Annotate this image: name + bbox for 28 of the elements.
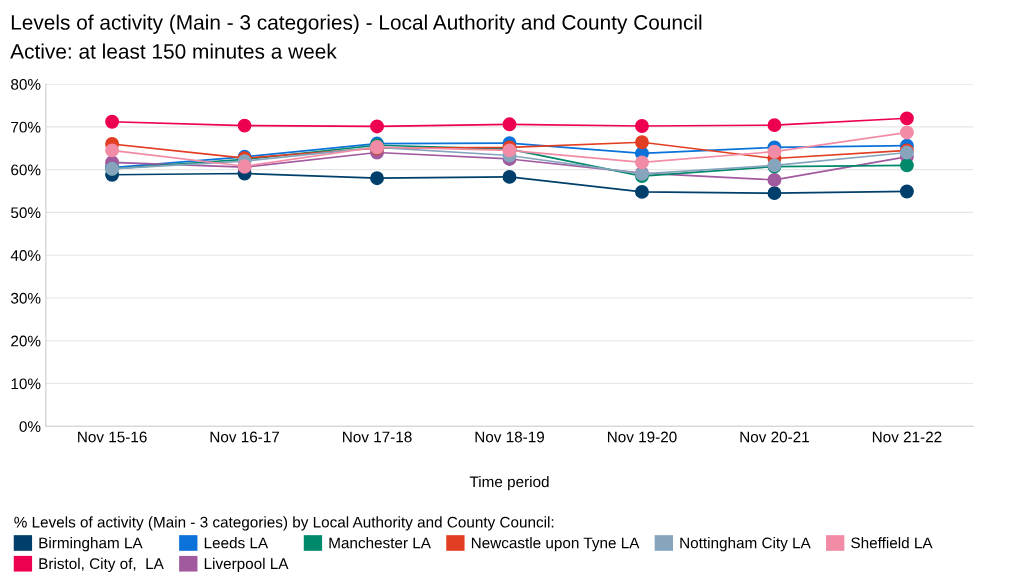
chart-subtitle: Active: at least 150 minutes a week	[10, 43, 337, 59]
y-tick-label: 50%	[11, 207, 41, 219]
y-tick-label: 20%	[11, 335, 41, 347]
legend-label: Nottingham City LA	[680, 537, 811, 552]
legend-label: Liverpool LA	[204, 557, 289, 573]
x-tick-label: Nov 20-21	[740, 431, 809, 443]
legend-label: Sheffield LA	[851, 537, 933, 549]
legend-label: Bristol, City of, LA	[39, 557, 164, 573]
y-tick-label: 70%	[11, 121, 41, 133]
x-axis-title: Time period	[469, 475, 549, 491]
legend-title: % Levels of activity (Main - 3 categories) by Local Authority and County Council:	[14, 516, 554, 531]
y-tick-label: 60%	[11, 164, 41, 176]
y-tick-label: 0%	[19, 421, 41, 432]
y-tick-label: 10%	[11, 378, 41, 390]
y-tick-label: 30%	[11, 292, 41, 304]
x-tick-label: Nov 19-20	[607, 431, 677, 443]
y-tick-label: 80%	[11, 78, 41, 90]
x-tick-label: Nov 21-22	[872, 431, 942, 443]
x-tick-label: Nov 18-19	[475, 431, 545, 443]
chart-title: Levels of activity (Main - 3 categories) - Local Authority and County Council	[11, 14, 702, 34]
x-tick-label: Nov 16-17	[210, 431, 280, 443]
legend-label: Manchester LA	[329, 537, 431, 549]
x-tick-label: Nov 15-16	[78, 431, 147, 443]
legend-label: Leeds LA	[204, 537, 269, 549]
x-tick-label: Nov 17-18	[343, 431, 412, 443]
legend-label: Birmingham LA	[39, 537, 143, 552]
y-tick-label: 40%	[10, 250, 41, 261]
legend-label: Newcastle upon Tyne LA	[471, 537, 640, 552]
